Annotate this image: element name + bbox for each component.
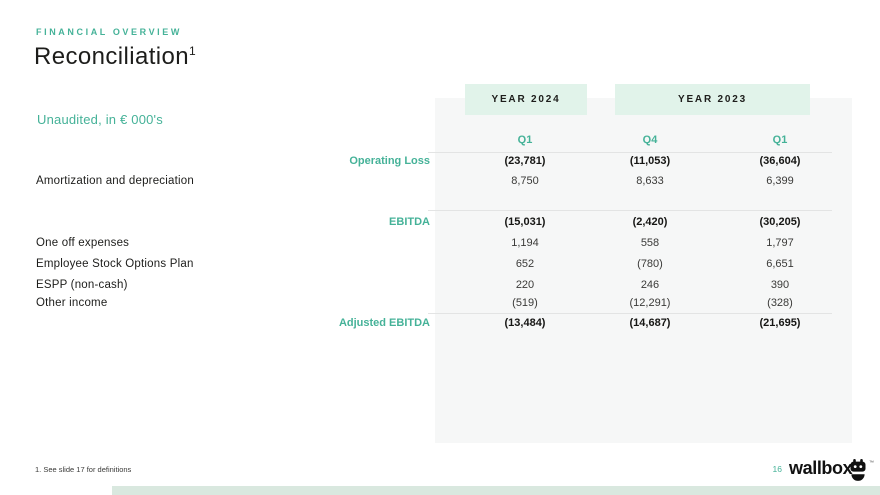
- cell-value: (2,420): [632, 216, 668, 228]
- cell-value: 8,633: [636, 175, 664, 187]
- cell-value: (328): [767, 297, 793, 309]
- wallbox-logo-icon: [850, 459, 866, 481]
- table-row-espp: ESPP (non-cash) 220 246 390: [0, 277, 880, 293]
- table-row-amortization: Amortization and depreciation 8,750 8,63…: [0, 173, 880, 189]
- cell-value: 8,750: [511, 175, 539, 187]
- cell-value: 390: [770, 279, 790, 291]
- separator-line: [428, 313, 832, 314]
- page-number: 16: [772, 464, 782, 474]
- table-row-other-income: Other income (519) (12,291) (328): [0, 295, 880, 311]
- cell-value: (13,484): [504, 317, 546, 329]
- table-panel-background: [435, 98, 852, 443]
- cell-value: (519): [512, 297, 538, 309]
- cell-value: 246: [640, 279, 660, 291]
- cell-value: 6,651: [766, 258, 794, 270]
- table-row-one-off-expenses: One off expenses 1,194 558 1,797: [0, 235, 880, 251]
- cell-value: (11,053): [629, 155, 671, 167]
- section-eyebrow: FINANCIAL OVERVIEW: [36, 27, 182, 37]
- row-label: Amortization and depreciation: [36, 175, 194, 187]
- separator-line: [428, 152, 832, 153]
- row-label: One off expenses: [36, 237, 130, 249]
- cell-value: (15,031): [504, 216, 546, 228]
- cell-value: (30,205): [759, 216, 801, 228]
- year-badge-2024: YEAR 2024: [465, 84, 587, 115]
- row-label: EBITDA: [389, 216, 430, 228]
- row-label: Employee Stock Options Plan: [36, 258, 194, 270]
- cell-value: 220: [515, 279, 535, 291]
- row-label: ESPP (non-cash): [36, 279, 128, 291]
- year-badge-2023: YEAR 2023: [615, 84, 810, 115]
- cell-value: (36,604): [759, 155, 801, 167]
- cell-value: (21,695): [759, 317, 801, 329]
- table-row-adjusted-ebitda: Adjusted EBITDA (13,484) (14,687) (21,69…: [0, 315, 880, 331]
- quarter-header-q1-2024: Q1: [517, 134, 533, 146]
- row-label: Operating Loss: [349, 155, 430, 167]
- cell-value: (23,781): [504, 155, 546, 167]
- row-label: Other income: [36, 297, 108, 309]
- cell-value: (14,687): [629, 317, 671, 329]
- footer-accent-bar: [112, 486, 880, 495]
- wallbox-logo-text: wallbox: [789, 458, 853, 478]
- cell-value: 1,194: [511, 237, 539, 249]
- table-row-ebitda: EBITDA (15,031) (2,420) (30,205): [0, 214, 880, 230]
- title-footnote-marker: 1: [189, 44, 197, 58]
- cell-value: (780): [637, 258, 663, 270]
- cell-value: (12,291): [629, 297, 671, 309]
- table-row-operating-loss: Operating Loss (23,781) (11,053) (36,604…: [0, 153, 880, 169]
- cell-value: 558: [640, 237, 660, 249]
- page-title: Reconciliation1: [34, 43, 196, 71]
- cell-value: 652: [515, 258, 535, 270]
- trademark-symbol: ™: [869, 460, 874, 466]
- separator-line: [428, 210, 832, 211]
- cell-value: 6,399: [766, 175, 794, 187]
- footnote: 1. See slide 17 for definitions: [35, 465, 132, 474]
- page-title-text: Reconciliation: [34, 43, 190, 70]
- quarter-header-row: Q1 Q4 Q1: [0, 132, 880, 148]
- row-label: Adjusted EBITDA: [338, 317, 430, 329]
- cell-value: 1,797: [766, 237, 794, 249]
- table-row-esop: Employee Stock Options Plan 652 (780) 6,…: [0, 256, 880, 272]
- quarter-header-q4-2023: Q4: [642, 134, 658, 146]
- unaudited-note: Unaudited, in € 000's: [37, 112, 163, 127]
- quarter-header-q1-2023: Q1: [772, 134, 788, 146]
